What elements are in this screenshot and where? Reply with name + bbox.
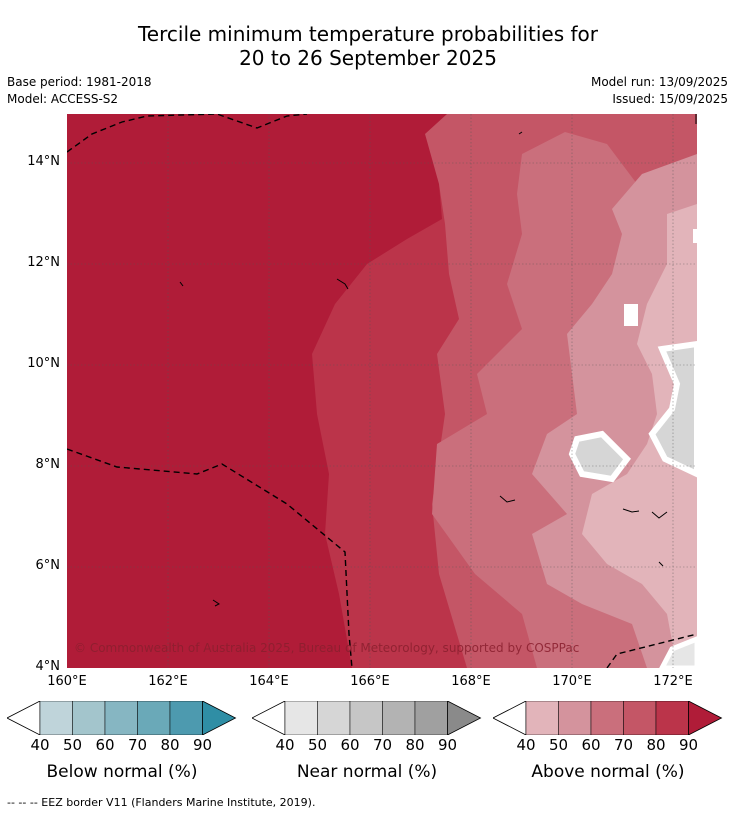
colorbar-below-segment bbox=[72, 700, 106, 736]
eez-borders bbox=[67, 114, 697, 668]
lat-tick-8: 8°N bbox=[35, 457, 61, 472]
colorbar-below-segment bbox=[169, 700, 203, 736]
colorbar-near-max-arrow bbox=[447, 700, 482, 736]
lon-tick-164: 164°E bbox=[249, 674, 289, 689]
colorbar-below-min-arrow bbox=[6, 700, 41, 736]
lat-tick-14: 14°N bbox=[27, 154, 60, 169]
colorbar-below-tick: 60 bbox=[95, 736, 115, 754]
colorbar-above-normal bbox=[492, 700, 723, 739]
title-line-2: 20 to 26 September 2025 bbox=[239, 46, 497, 70]
lon-tick-166: 166°E bbox=[350, 674, 390, 689]
title-line-1: Tercile minimum temperature probabilitie… bbox=[137, 22, 599, 46]
colorbar-above-tick: 60 bbox=[581, 736, 601, 754]
colorbar-below-tick: 40 bbox=[30, 736, 50, 754]
eez-footnote: -- -- -- EEZ border V11 (Flanders Marine… bbox=[7, 796, 316, 809]
colorbar-below-segment bbox=[39, 700, 73, 736]
legend-label-above: Above normal (%) bbox=[531, 762, 685, 782]
colorbar-above-segment bbox=[655, 700, 689, 736]
copyright-notice: © Commonwealth of Australia 2025, Bureau… bbox=[74, 641, 580, 655]
lat-tick-4: 4°N bbox=[35, 659, 61, 674]
colorbar-above-tick: 50 bbox=[548, 736, 569, 754]
colorbar-near-tick: 70 bbox=[372, 736, 393, 754]
lon-tick-172: 172°E bbox=[653, 674, 693, 689]
small-cell-2 bbox=[693, 229, 697, 243]
gridlines bbox=[67, 114, 697, 668]
lat-tick-6: 6°N bbox=[35, 558, 61, 573]
colorbar-below-tick: 70 bbox=[127, 736, 148, 754]
colorbar-above-segment bbox=[590, 700, 624, 736]
colorbar-near-tick: 80 bbox=[405, 736, 425, 754]
meta-right: Model run: 13/09/2025 Issued: 15/09/2025 bbox=[591, 74, 728, 108]
lon-tick-170: 170°E bbox=[552, 674, 592, 689]
colorbar-near-tick: 40 bbox=[275, 736, 295, 754]
legend-label-below: Below normal (%) bbox=[46, 762, 198, 782]
colorbar-above-segment bbox=[623, 700, 657, 736]
region-above-40 bbox=[582, 204, 697, 668]
colorbar-below-max-arrow bbox=[202, 700, 237, 736]
map-svg bbox=[67, 114, 697, 668]
lat-tick-12: 12°N bbox=[27, 255, 60, 270]
colorbar-near-segment bbox=[317, 700, 351, 736]
colorbar-near-segment bbox=[349, 700, 383, 736]
small-cell bbox=[624, 304, 638, 326]
colorbar-near-normal bbox=[251, 700, 482, 739]
legend-label-near: Near normal (%) bbox=[296, 762, 438, 782]
lon-tick-160: 160°E bbox=[47, 674, 87, 689]
colorbar-near-segment bbox=[284, 700, 318, 736]
colorbar-near-tick: 90 bbox=[437, 736, 458, 754]
meta-left: Base period: 1981-2018 Model: ACCESS-S2 bbox=[7, 74, 152, 108]
colorbar-above-min-arrow bbox=[492, 700, 527, 736]
colorbar-below-tick: 80 bbox=[160, 736, 180, 754]
colorbar-near-tick: 60 bbox=[340, 736, 360, 754]
colorbar-near-tick: 50 bbox=[307, 736, 328, 754]
colorbar-below-segment bbox=[137, 700, 171, 736]
colorbar-below-tick: 90 bbox=[192, 736, 213, 754]
colorbar-above-tick: 40 bbox=[516, 736, 536, 754]
colorbar-above-tick: 70 bbox=[613, 736, 634, 754]
colorbar-above-segment bbox=[525, 700, 559, 736]
colorbar-below-tick: 50 bbox=[62, 736, 83, 754]
issued-date: Issued: 15/09/2025 bbox=[612, 92, 728, 106]
colorbar-near-segment bbox=[382, 700, 416, 736]
lon-tick-162: 162°E bbox=[148, 674, 188, 689]
colorbar-above-segment bbox=[558, 700, 592, 736]
colorbar-below-normal bbox=[6, 700, 237, 739]
colorbar-near-segment bbox=[414, 700, 448, 736]
map-title: Tercile minimum temperature probabilitie… bbox=[0, 22, 736, 70]
model-name: Model: ACCESS-S2 bbox=[7, 92, 119, 106]
probability-map bbox=[67, 114, 697, 668]
lat-tick-10: 10°N bbox=[27, 356, 60, 371]
region-near-normal-3 bbox=[659, 636, 697, 668]
colorbar-above-max-arrow bbox=[688, 700, 723, 736]
lon-tick-168: 168°E bbox=[451, 674, 491, 689]
colorbar-near-min-arrow bbox=[251, 700, 286, 736]
colorbar-above-tick: 90 bbox=[678, 736, 699, 754]
colorbar-above-tick: 80 bbox=[646, 736, 666, 754]
colorbar-below-segment bbox=[104, 700, 138, 736]
islands bbox=[179, 114, 697, 607]
base-period: Base period: 1981-2018 bbox=[7, 75, 152, 89]
model-run: Model run: 13/09/2025 bbox=[590, 75, 728, 89]
region-near-normal bbox=[648, 340, 697, 478]
